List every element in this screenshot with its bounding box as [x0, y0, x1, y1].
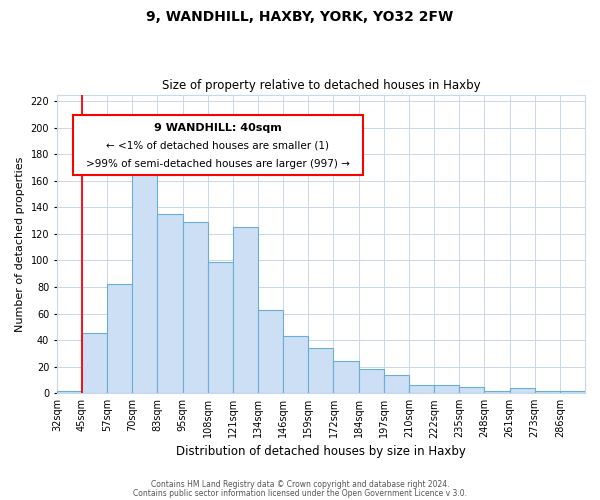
Bar — [484, 390, 509, 393]
Bar — [434, 385, 459, 393]
Bar — [409, 385, 434, 393]
Text: ← <1% of detached houses are smaller (1): ← <1% of detached houses are smaller (1) — [106, 141, 329, 151]
Bar — [308, 348, 334, 393]
Bar — [182, 222, 208, 393]
Bar — [283, 336, 308, 393]
Text: >99% of semi-detached houses are larger (997) →: >99% of semi-detached houses are larger … — [86, 159, 350, 169]
Text: Contains public sector information licensed under the Open Government Licence v : Contains public sector information licen… — [133, 488, 467, 498]
Bar — [82, 334, 107, 393]
Text: 9 WANDHILL: 40sqm: 9 WANDHILL: 40sqm — [154, 123, 282, 133]
Text: 9, WANDHILL, HAXBY, YORK, YO32 2FW: 9, WANDHILL, HAXBY, YORK, YO32 2FW — [146, 10, 454, 24]
Bar — [132, 168, 157, 393]
Bar — [107, 284, 132, 393]
Bar — [560, 390, 585, 393]
Bar — [233, 228, 258, 393]
FancyBboxPatch shape — [73, 116, 363, 175]
Bar — [208, 262, 233, 393]
Bar — [359, 370, 384, 393]
Bar — [535, 390, 560, 393]
Text: Contains HM Land Registry data © Crown copyright and database right 2024.: Contains HM Land Registry data © Crown c… — [151, 480, 449, 489]
Title: Size of property relative to detached houses in Haxby: Size of property relative to detached ho… — [161, 79, 480, 92]
Bar — [258, 310, 283, 393]
Bar — [509, 388, 535, 393]
Bar — [459, 386, 484, 393]
Bar — [57, 390, 82, 393]
Y-axis label: Number of detached properties: Number of detached properties — [15, 156, 25, 332]
Bar — [157, 214, 182, 393]
Bar — [384, 374, 409, 393]
Bar — [334, 362, 359, 393]
X-axis label: Distribution of detached houses by size in Haxby: Distribution of detached houses by size … — [176, 444, 466, 458]
